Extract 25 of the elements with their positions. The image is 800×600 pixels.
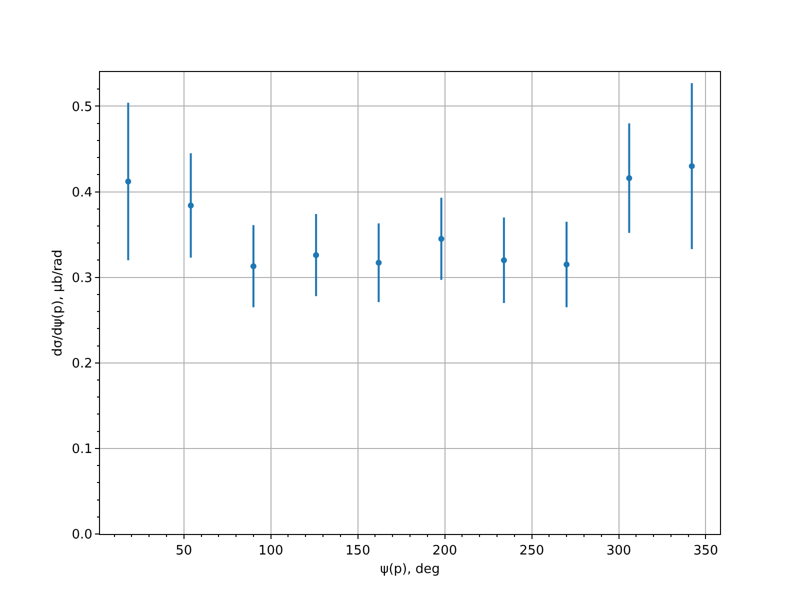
x-tick-label: 300 [606, 544, 632, 559]
point [564, 262, 570, 268]
x-tick-label: 350 [693, 544, 718, 559]
x-tick-label: 50 [176, 544, 192, 559]
y-tick-label: 0.5 [72, 100, 92, 115]
y-tick-label: 0.0 [72, 528, 92, 543]
x-axis-title: ψ(p), deg [380, 562, 440, 578]
y-axis-title: dσ/dψ(p), μb/rad [50, 250, 66, 356]
x-tick-label: 250 [519, 544, 544, 559]
y-tick-label: 0.3 [72, 270, 92, 286]
y-tick-label: 0.4 [72, 185, 92, 200]
point [313, 252, 320, 258]
y-tick-label: 0.2 [72, 356, 92, 372]
point [188, 202, 194, 208]
point [438, 236, 444, 242]
point [626, 175, 632, 182]
x-tick-label: 200 [432, 544, 458, 559]
x-tick-label: 100 [258, 544, 284, 559]
point [250, 263, 256, 270]
point [125, 178, 132, 185]
y-tick-label: 0.1 [72, 442, 92, 457]
point [500, 257, 507, 264]
point [376, 260, 382, 266]
point [688, 163, 695, 170]
x-tick-label: 150 [345, 544, 370, 559]
